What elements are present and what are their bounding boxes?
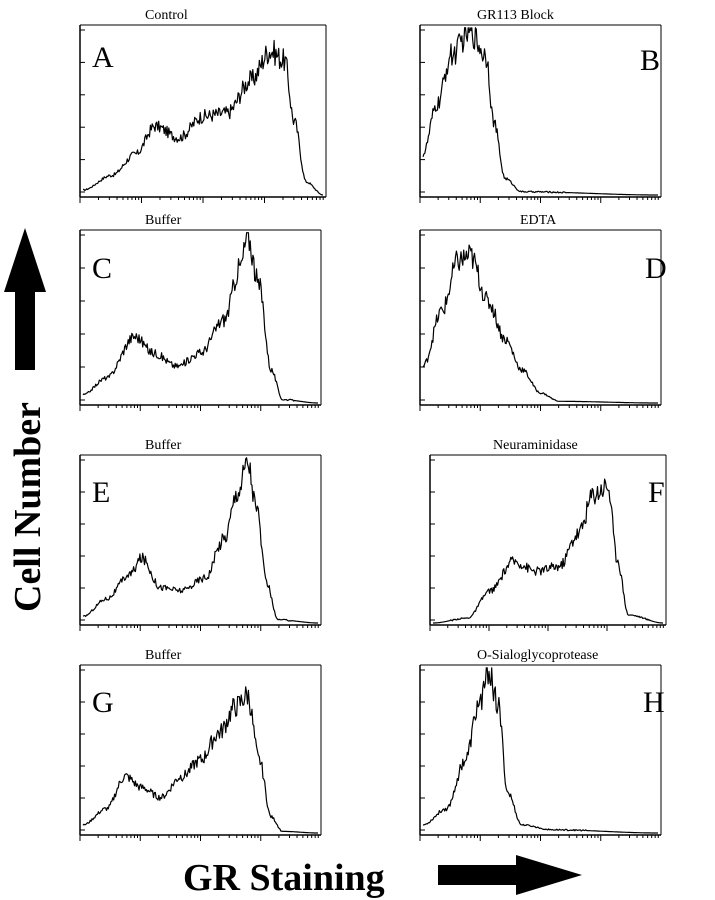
panel-letter: G: [92, 686, 114, 719]
histogram-trace: [422, 244, 658, 404]
panel-letter: C: [92, 252, 112, 285]
panel-title: O-Sialoglycoprotease: [477, 648, 598, 663]
panel-letter: B: [640, 44, 660, 77]
histogram-panels: Control A GR113 Block B Buffer C EDTA D Buffer E N…: [79, 8, 667, 841]
y-axis-label: Cell Number: [7, 402, 49, 612]
histogram-trace: [422, 667, 658, 834]
histogram-trace: [82, 457, 318, 624]
panel-letter: E: [92, 476, 110, 509]
panel-H: O-Sialoglycoprotease H: [419, 648, 665, 841]
panel-D: EDTA D: [419, 213, 667, 411]
panel-title: Neuraminidase: [493, 438, 578, 453]
panel-F: Neuraminidase F: [429, 438, 667, 631]
histogram-trace: [433, 478, 663, 624]
panel-title: GR113 Block: [477, 8, 554, 23]
panel-title: EDTA: [520, 213, 557, 228]
panel-C: Buffer C: [79, 213, 322, 411]
panel-title: Buffer: [145, 438, 182, 453]
histogram-trace: [82, 232, 318, 404]
x-axis-label: GR Staining: [183, 857, 385, 899]
x-axis-label-group: GR Staining: [183, 855, 582, 899]
panel-B: GR113 Block B: [419, 8, 662, 203]
panel-G: Buffer G: [79, 648, 322, 841]
panel-title: Buffer: [145, 648, 182, 663]
panel-title: Control: [145, 8, 188, 23]
panel-letter: D: [645, 252, 667, 285]
panel-title: Buffer: [145, 213, 182, 228]
panel-letter: H: [643, 686, 665, 719]
histogram-trace: [82, 39, 324, 196]
panel-letter: A: [92, 41, 114, 74]
histogram-trace: [422, 27, 658, 196]
panel-letter: F: [648, 476, 665, 509]
panel-E: Buffer E: [79, 438, 322, 631]
histogram-trace: [82, 686, 318, 834]
panel-A: Control A: [79, 8, 327, 203]
y-axis-label-group: Cell Number: [4, 228, 49, 612]
right-arrow-icon: [438, 855, 582, 895]
up-arrow-icon: [4, 228, 46, 370]
